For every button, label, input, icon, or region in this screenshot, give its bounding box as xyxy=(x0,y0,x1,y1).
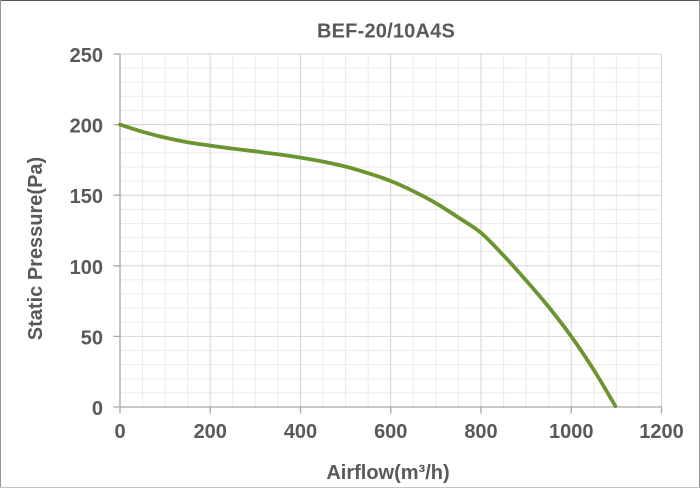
svg-text:0: 0 xyxy=(114,421,125,443)
svg-text:800: 800 xyxy=(464,421,497,443)
svg-text:200: 200 xyxy=(70,116,103,138)
svg-text:100: 100 xyxy=(70,257,103,279)
svg-text:BEF-20/10A4S: BEF-20/10A4S xyxy=(317,21,455,43)
svg-text:1200: 1200 xyxy=(639,421,684,443)
svg-text:250: 250 xyxy=(70,45,103,67)
svg-text:0: 0 xyxy=(92,398,103,420)
svg-text:400: 400 xyxy=(284,421,317,443)
svg-text:Static Pressure(Pa): Static Pressure(Pa) xyxy=(25,157,47,340)
svg-text:Airflow(m³/h): Airflow(m³/h) xyxy=(326,462,449,484)
svg-text:1000: 1000 xyxy=(549,421,594,443)
svg-text:600: 600 xyxy=(374,421,407,443)
svg-text:50: 50 xyxy=(81,327,103,349)
svg-text:200: 200 xyxy=(194,421,227,443)
svg-text:150: 150 xyxy=(70,186,103,208)
